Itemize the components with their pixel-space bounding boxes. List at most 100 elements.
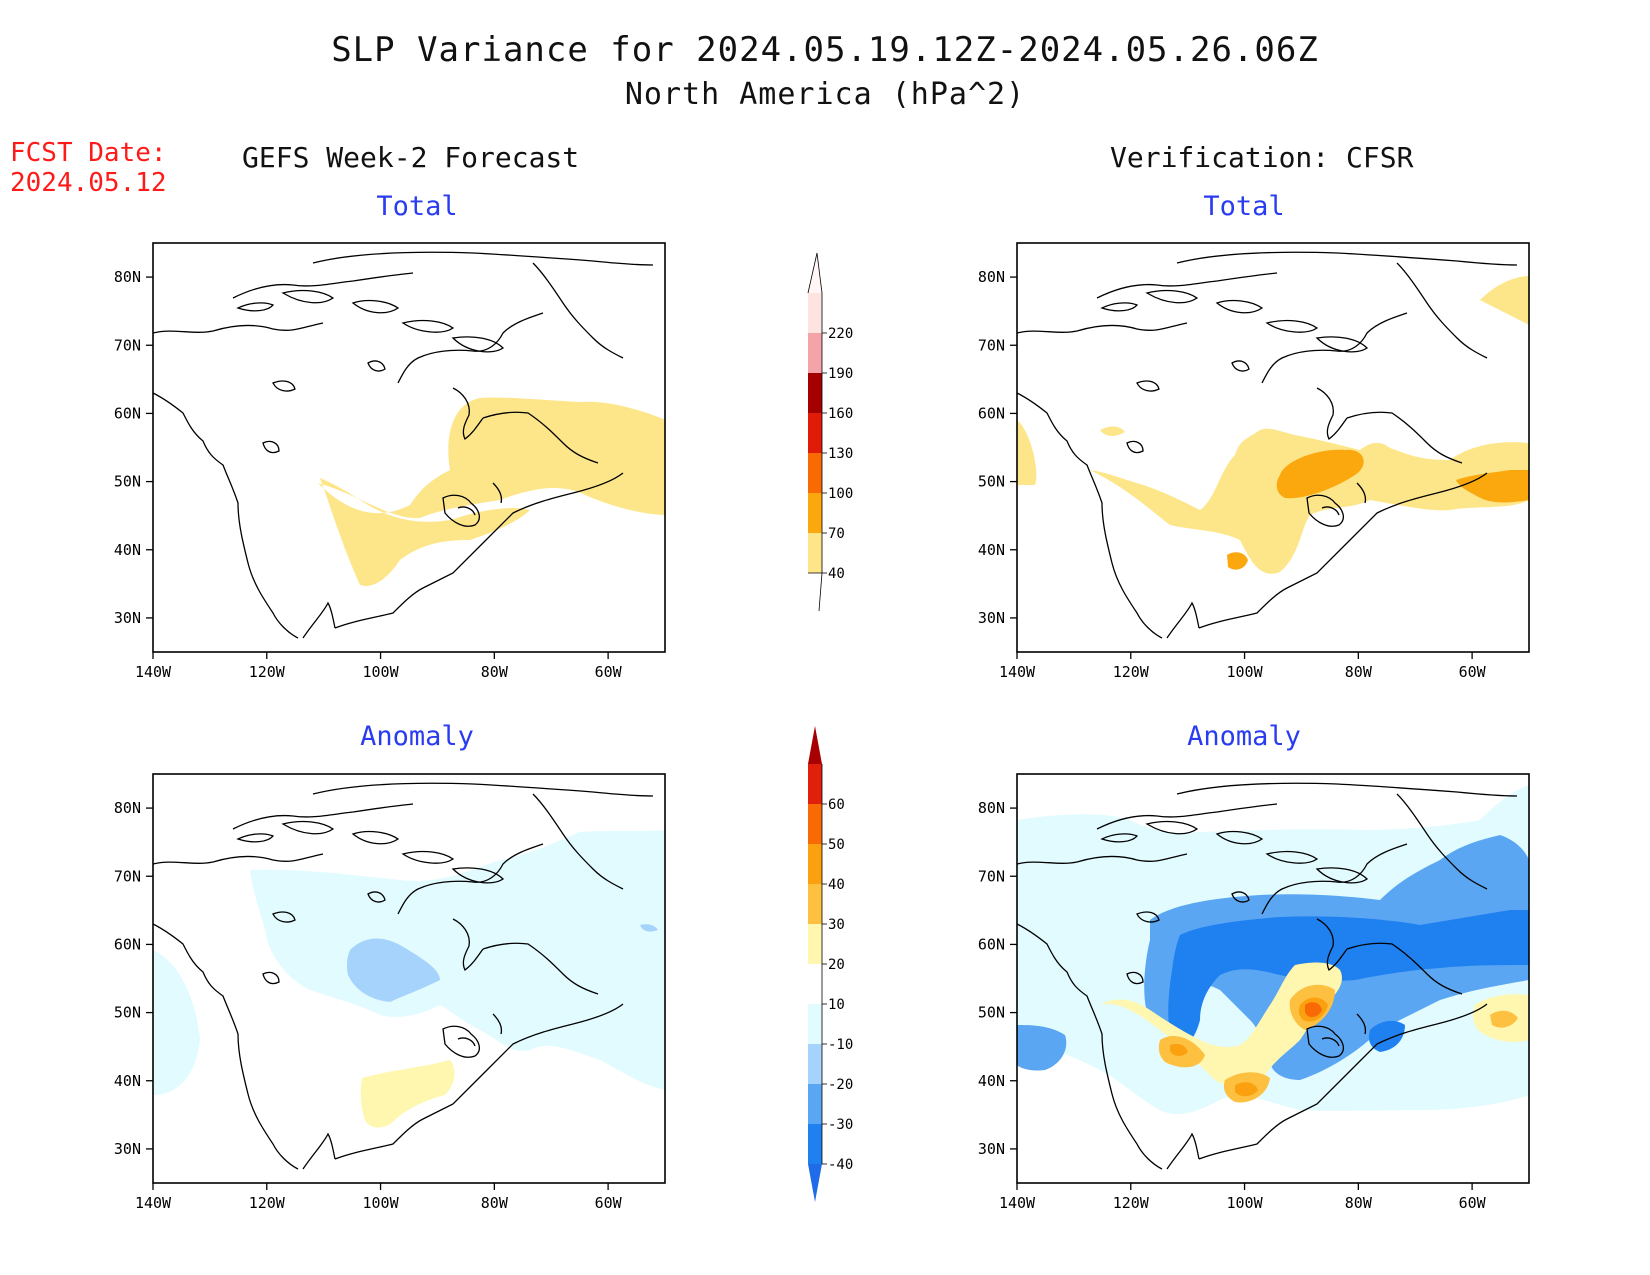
coastline-segment	[397, 843, 544, 915]
fcst-date-label: FCST Date:	[10, 138, 167, 168]
lon-tick-label: 120W	[1113, 1194, 1150, 1212]
coastline-segment	[153, 392, 299, 639]
colorbar-level-label: 40	[828, 877, 845, 893]
coastline-segment	[281, 289, 335, 304]
colorbar-segment	[808, 1124, 822, 1164]
coastline-segment	[281, 820, 335, 835]
coastline-segment	[351, 299, 400, 314]
lat-tick-label: 80N	[114, 799, 141, 817]
lon-tick-label: 60W	[595, 1194, 623, 1212]
coastline-segment	[1136, 911, 1160, 923]
coastline-segment	[532, 793, 624, 890]
lat-tick-label: 60N	[978, 935, 1005, 953]
coastline-segment	[1176, 782, 1518, 797]
coastline-segment	[312, 782, 654, 797]
coastline-segment	[1321, 482, 1367, 516]
coastline-segment	[302, 601, 336, 639]
lat-tick-label: 70N	[114, 336, 141, 354]
coastlines	[1017, 782, 1518, 1170]
colorbar-segment	[808, 1004, 822, 1044]
coastline-segment	[442, 1025, 481, 1058]
lon-tick-label: 100W	[1226, 663, 1263, 681]
lat-tick-label: 70N	[978, 867, 1005, 885]
lon-tick-label: 120W	[1113, 663, 1150, 681]
coastline-segment	[452, 387, 484, 440]
coastline-segment	[1231, 891, 1250, 903]
verification-total-map	[1016, 242, 1530, 653]
colorbar-level-label: -40	[828, 1157, 853, 1173]
anomaly-40-50-region	[1305, 1002, 1322, 1018]
lat-tick-label: 80N	[978, 268, 1005, 286]
coastline-segment	[1017, 322, 1188, 334]
coastlines	[153, 251, 654, 639]
lat-tick-label: 80N	[114, 268, 141, 286]
coastline-segment	[262, 971, 280, 985]
total-colorbar: 40 70 100 130 160 190 220	[807, 252, 853, 612]
colorbar-segment	[808, 764, 822, 804]
coastline-segment	[1100, 833, 1139, 843]
coastline-segment	[334, 472, 624, 629]
lat-tick-label: 80N	[978, 799, 1005, 817]
anomaly-10-20-region	[360, 1060, 455, 1128]
lon-tick-label: 80W	[1345, 1194, 1373, 1212]
coastline-segment	[236, 833, 275, 843]
lat-tick-label: 50N	[114, 1004, 141, 1022]
anomaly-minus40-minus30-region	[1168, 910, 1529, 1052]
lat-tick-label: 50N	[978, 1004, 1005, 1022]
fcst-date-value: 2024.05.12	[10, 168, 167, 198]
colorbar-level-label: 160	[828, 406, 853, 422]
lon-tick-label: 100W	[362, 663, 399, 681]
verification-anomaly-title: Anomaly	[1187, 721, 1301, 752]
lon-tick-label: 140W	[999, 663, 1036, 681]
coastline-segment	[1321, 1013, 1367, 1047]
colorbar-level-label: 30	[828, 917, 845, 933]
figure-subtitle: North America (hPa^2)	[624, 77, 1026, 112]
coastline-segment	[1096, 803, 1278, 830]
coastline-segment	[401, 850, 455, 864]
coastline-segment	[1166, 1132, 1200, 1170]
lon-tick-label: 60W	[595, 663, 623, 681]
forecast-anomaly-map	[152, 773, 666, 1184]
coastline-segment	[1176, 251, 1518, 266]
variance-40-70-region	[1017, 276, 1529, 574]
verification-total-title: Total	[1203, 191, 1285, 222]
coastline-segment	[397, 312, 544, 384]
coastline-segment	[1265, 319, 1319, 333]
coastline-segment	[1017, 853, 1188, 865]
lat-tick-label: 60N	[978, 404, 1005, 422]
colorbar-level-label: -10	[828, 1037, 853, 1053]
colorbar-level-label: 40	[828, 566, 845, 582]
coastline-segment	[1316, 918, 1348, 971]
forecast-total-title: Total	[376, 191, 458, 222]
lat-tick-label: 70N	[114, 867, 141, 885]
coastline-segment	[1126, 440, 1144, 454]
coastline-segment	[1198, 1003, 1488, 1160]
lon-tick-label: 100W	[1226, 1194, 1263, 1212]
coastline-segment	[1261, 843, 1408, 915]
variance-40-70-region	[318, 397, 665, 586]
coastline-segment	[312, 251, 654, 266]
coastline-segment	[232, 272, 414, 299]
colorbar-level-label: 100	[828, 486, 853, 502]
lon-tick-label: 140W	[999, 1194, 1036, 1212]
coastline-segment	[1017, 392, 1163, 639]
colorbar-level-label: 70	[828, 526, 845, 542]
colorbar-min-arrow	[808, 1164, 822, 1202]
lat-tick-label: 60N	[114, 935, 141, 953]
coastline-segment	[457, 482, 503, 516]
lon-tick-label: 80W	[481, 663, 509, 681]
colorbar-level-label: 220	[828, 326, 853, 342]
lat-tick-label: 30N	[978, 1140, 1005, 1158]
colorbar-segment	[808, 1084, 822, 1124]
colorbar-segment	[808, 884, 822, 924]
coastline-segment	[1265, 850, 1319, 864]
coastline-segment	[1145, 289, 1199, 304]
forecast-column-title: GEFS Week-2 Forecast	[242, 141, 580, 174]
coastline-segment	[451, 867, 505, 884]
coastline-segment	[367, 360, 386, 372]
colorbar-level-label: 190	[828, 366, 853, 382]
coastline-segment	[401, 319, 455, 333]
coastline-segment	[232, 803, 414, 830]
lat-tick-label: 40N	[978, 1072, 1005, 1090]
